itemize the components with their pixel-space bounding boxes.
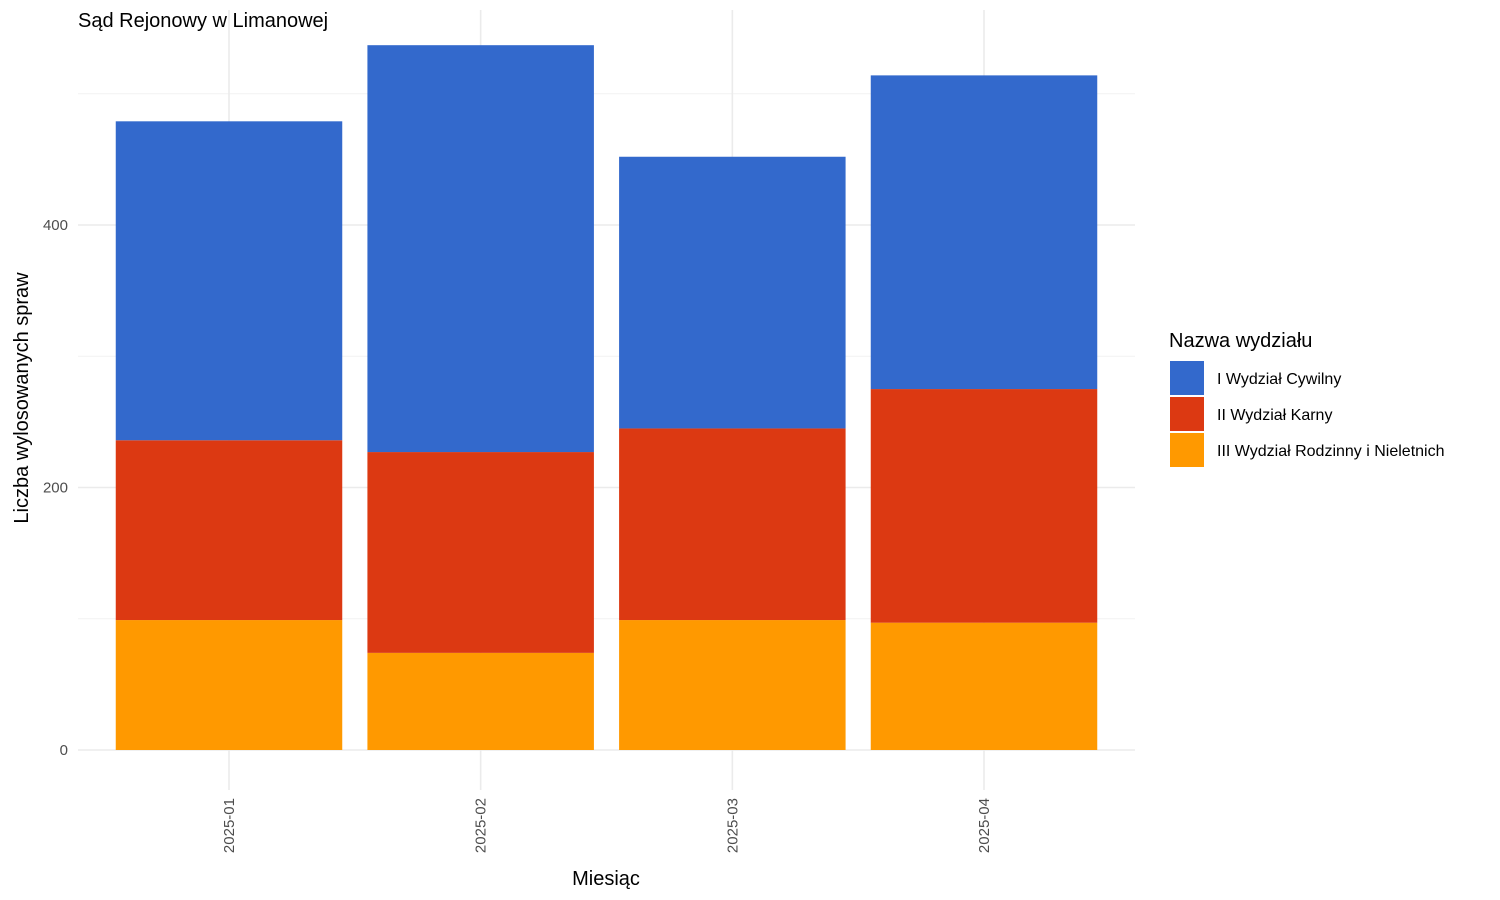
bar-segment [367, 45, 594, 453]
bar-segment [870, 75, 1098, 390]
bar-segment [367, 452, 594, 653]
x-tick-label: 2025-03 [724, 798, 741, 853]
bar-segment [115, 121, 343, 441]
x-axis-title: Miesiąc [572, 868, 640, 890]
x-tick-label: 2025-01 [221, 798, 238, 853]
bar-segment [115, 620, 343, 750]
bar-segment [870, 389, 1098, 623]
legend-swatch [1170, 361, 1204, 395]
bar-segment [619, 156, 846, 429]
legend-label: III Wydział Rodzinny i Nieletnich [1217, 443, 1445, 460]
legend-items: I Wydział Cywilny II Wydział Karny III Wyd… [1170, 361, 1445, 467]
y-tick-label: 0 [60, 742, 68, 759]
bar-segment [870, 622, 1098, 750]
bar-segment [619, 428, 846, 621]
bar-segment [367, 652, 594, 750]
legend-swatch [1170, 397, 1204, 431]
y-tick-label: 400 [43, 217, 68, 234]
bars-group [115, 45, 1098, 750]
legend-label: I Wydział Cywilny [1217, 371, 1341, 388]
legend-swatch [1170, 433, 1204, 467]
x-tick-label: 2025-02 [473, 798, 490, 853]
legend-title: Nazwa wydziału [1169, 330, 1312, 352]
legend-label: II Wydział Karny [1217, 407, 1332, 424]
bar-segment [619, 620, 846, 750]
legend: Nazwa wydziału I Wydział Cywilny II Wydzi… [1169, 330, 1445, 467]
bar-segment [115, 440, 343, 621]
x-tick-label: 2025-04 [976, 798, 993, 853]
axis-ticks: 0 200 400 2025-01 2025-02 2025-03 2025-04 [43, 217, 993, 853]
chart-title: Sąd Rejonowy w Limanowej [78, 10, 328, 32]
y-axis-title: Liczba wylosowanych spraw [11, 272, 33, 524]
y-tick-label: 200 [43, 480, 68, 497]
